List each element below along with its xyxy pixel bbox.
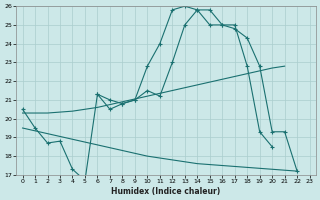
X-axis label: Humidex (Indice chaleur): Humidex (Indice chaleur) bbox=[111, 187, 221, 196]
